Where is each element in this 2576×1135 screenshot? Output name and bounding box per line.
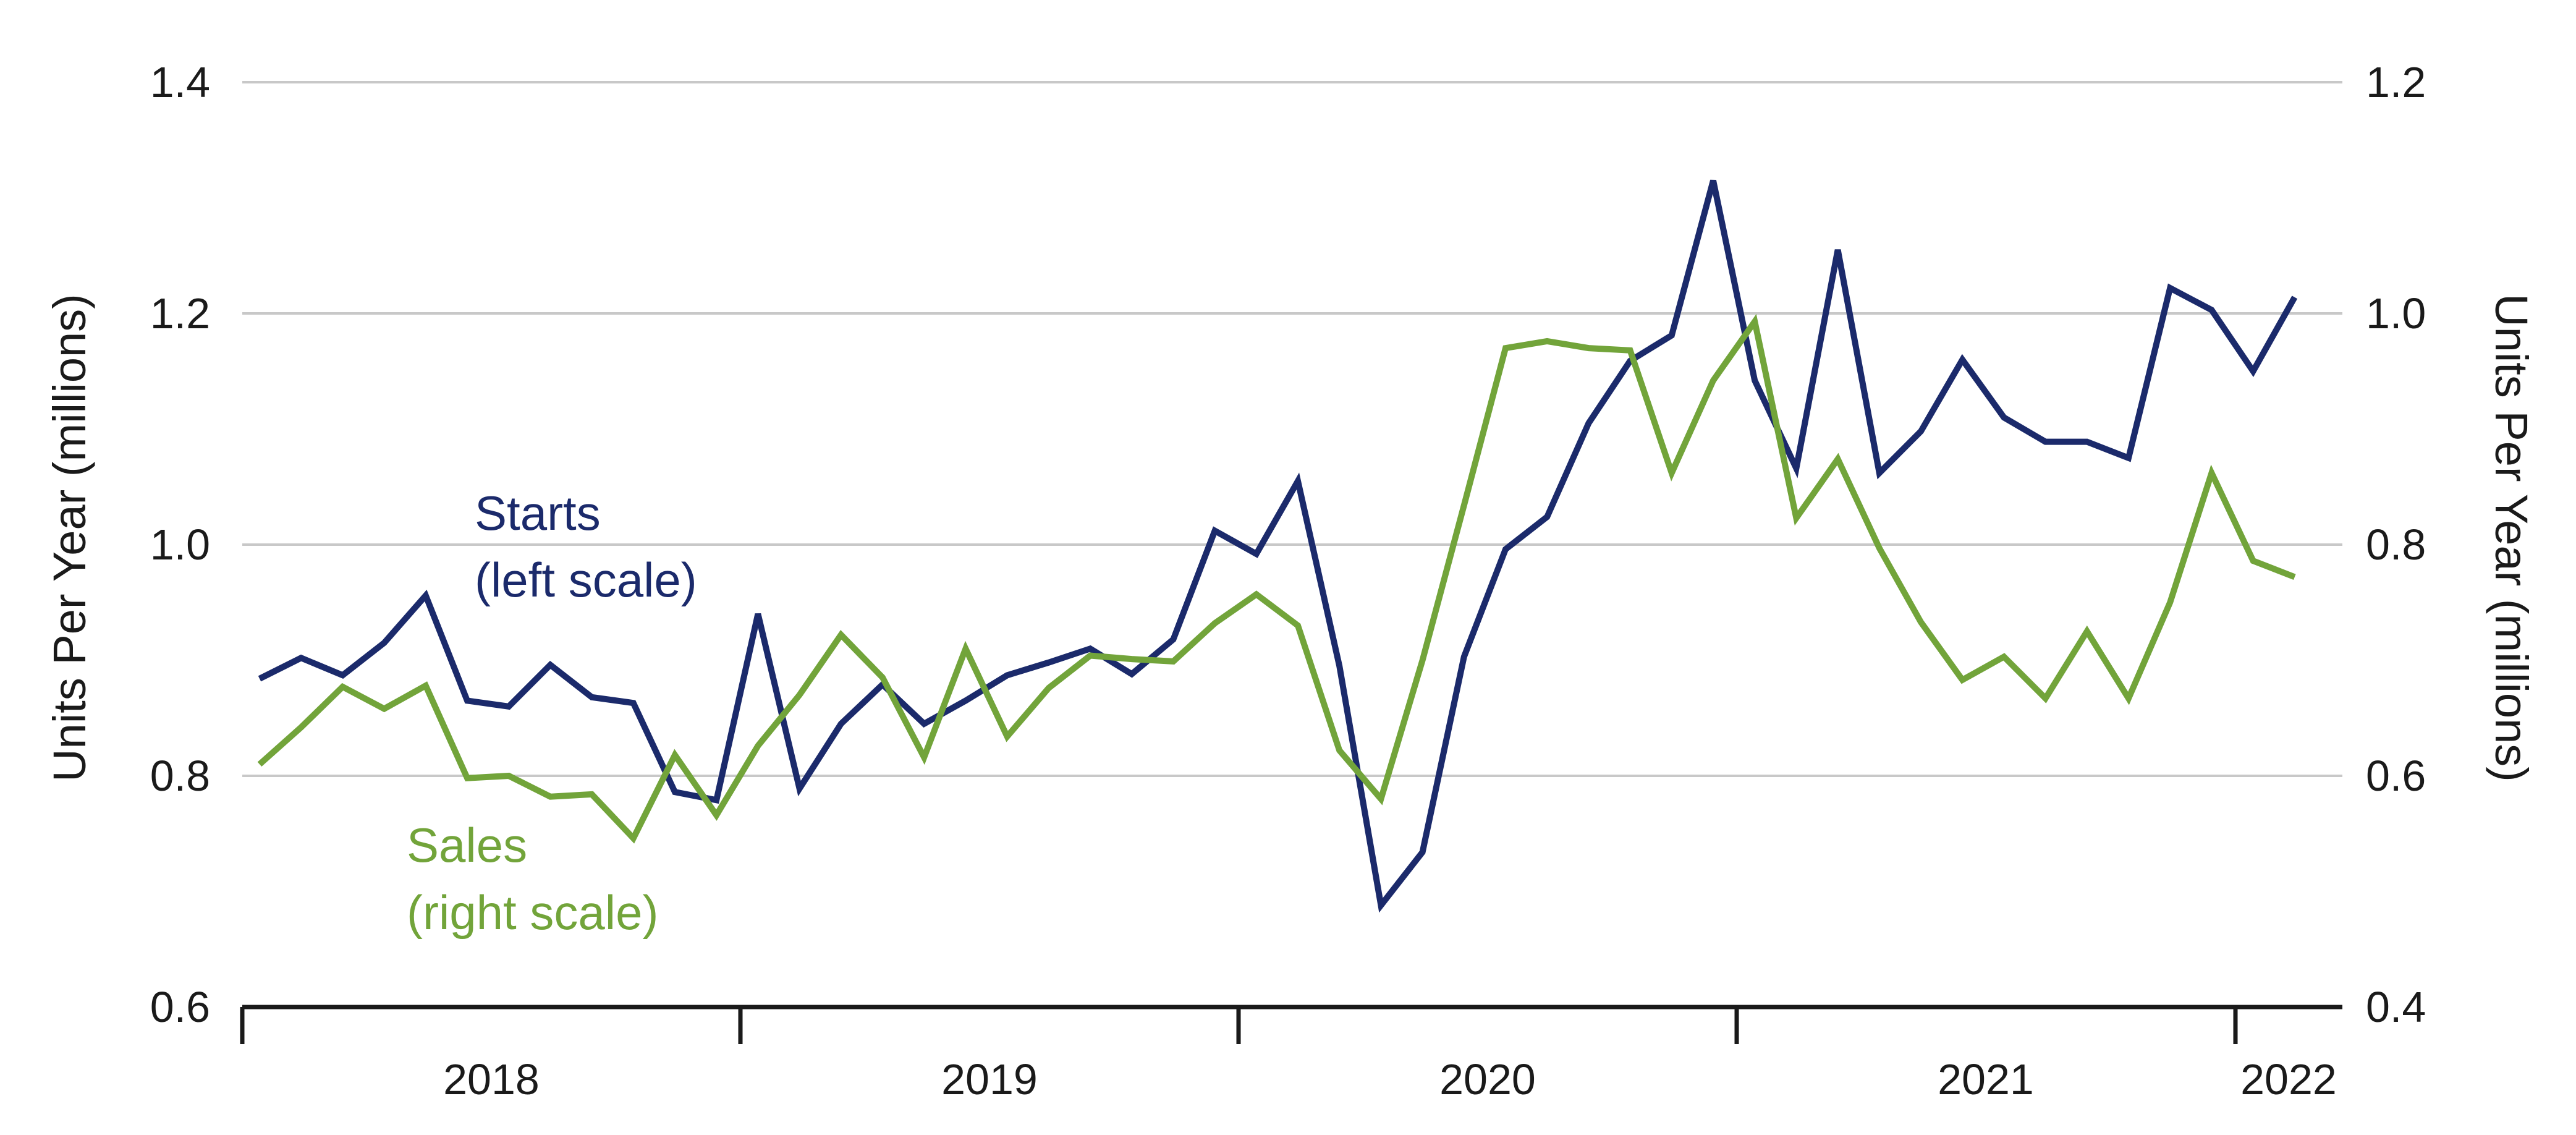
left-y-tick-label: 0.8 bbox=[150, 752, 210, 800]
sales-annotation-line-2: (right scale) bbox=[407, 885, 658, 940]
right-axis-title: Units Per Year (millions) bbox=[2486, 294, 2537, 782]
left-y-tick-label: 0.6 bbox=[150, 983, 210, 1031]
series-lines bbox=[257, 179, 2298, 913]
left-y-tick-label: 1.2 bbox=[150, 289, 210, 338]
right-y-tick-label: 0.8 bbox=[2366, 521, 2426, 569]
axes: 0.6 0.8 1.0 1.2 1.4 0.4 0.6 0.8 1.0 1.2 2018 2019 20… bbox=[150, 58, 2426, 1103]
starts-annotation-line-1: Starts bbox=[475, 486, 601, 540]
left-axis-title: Units Per Year (millions) bbox=[44, 294, 95, 782]
series-line-sales bbox=[257, 313, 2296, 844]
series-line-starts bbox=[258, 179, 2298, 913]
left-y-tick-label: 1.0 bbox=[150, 521, 210, 569]
sales-annotation-line-1: Sales bbox=[407, 818, 527, 872]
right-y-tick-label: 0.4 bbox=[2366, 983, 2426, 1031]
x-axis-year-label: 2022 bbox=[2240, 1055, 2337, 1103]
right-y-tick-label: 0.6 bbox=[2366, 752, 2426, 800]
left-y-tick-label: 1.4 bbox=[150, 58, 210, 106]
x-axis-year-label: 2020 bbox=[1439, 1055, 1536, 1103]
x-axis-year-label: 2018 bbox=[443, 1055, 540, 1103]
right-y-tick-label: 1.2 bbox=[2366, 58, 2426, 106]
x-axis-year-label: 2019 bbox=[941, 1055, 1038, 1103]
x-axis-year-label: 2021 bbox=[1938, 1055, 2034, 1103]
right-y-tick-label: 1.0 bbox=[2366, 289, 2426, 338]
grid-lines bbox=[242, 81, 2342, 777]
starts-annotation-line-2: (left scale) bbox=[475, 553, 697, 607]
